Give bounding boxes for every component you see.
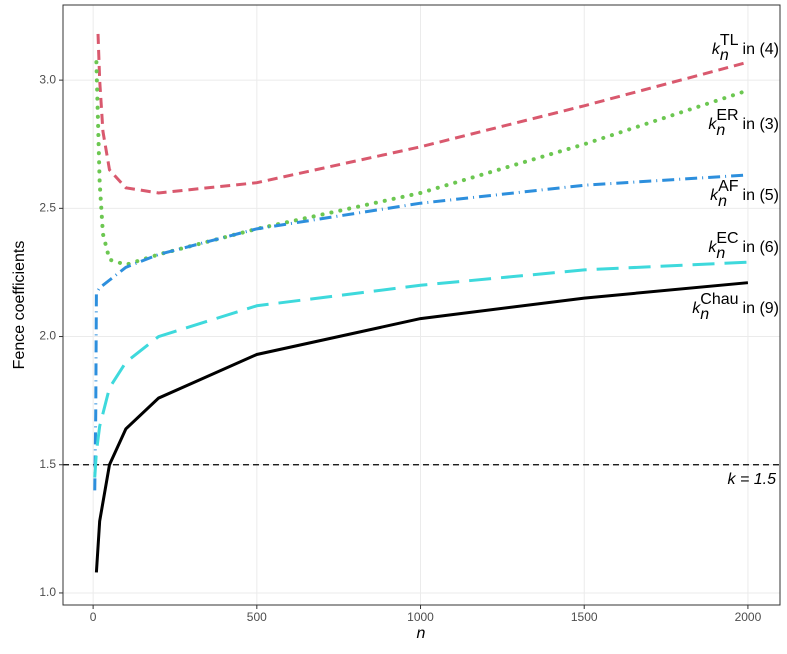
series-label-sup: Chau <box>700 291 738 308</box>
y-tick-label: 2.5 <box>39 201 56 215</box>
series-label-text: in (5) <box>743 187 779 204</box>
y-tick-label: 2.0 <box>39 329 56 343</box>
y-tick-label: 3.0 <box>39 72 56 86</box>
series-label-sub: n <box>716 245 725 262</box>
series-label-symbol: k <box>708 116 717 133</box>
x-axis-title: n <box>417 625 426 642</box>
x-tick-label: 500 <box>247 610 267 624</box>
series-label-sup: ER <box>716 107 738 124</box>
series-line <box>93 260 748 478</box>
series-line <box>94 60 750 267</box>
x-tick-label: 0 <box>90 610 97 624</box>
series-label-sub: n <box>718 193 727 210</box>
series-label-symbol: k <box>708 239 717 256</box>
series-label-sub: n <box>700 306 709 323</box>
series-label-text: in (6) <box>743 239 779 256</box>
series-label-symbol: k <box>710 187 719 204</box>
x-tick-label: 1500 <box>571 610 598 624</box>
series-label-sup: AF <box>718 178 739 195</box>
series-line <box>96 33 749 195</box>
series-label-sub: n <box>720 47 729 64</box>
series-label-sup: TL <box>720 32 739 49</box>
y-axis-title: Fence coefficients <box>11 241 28 370</box>
series-label-sup: EC <box>716 230 738 247</box>
series-label-symbol: k <box>712 41 721 58</box>
series-label-symbol: k <box>692 300 701 317</box>
series-label-text: in (4) <box>743 41 779 58</box>
reference-label: k = 1.5 <box>728 471 777 488</box>
x-tick-label: 1000 <box>407 610 434 624</box>
series-line <box>94 281 749 573</box>
series-line <box>93 173 749 491</box>
x-tick-label: 2000 <box>735 610 762 624</box>
y-tick-label: 1.5 <box>39 457 56 471</box>
series-label-sub: n <box>716 122 725 139</box>
series-label-text: in (9) <box>743 300 779 317</box>
series-label-text: in (3) <box>743 116 779 133</box>
y-tick-label: 1.0 <box>39 585 56 599</box>
panel-border <box>62 4 781 606</box>
